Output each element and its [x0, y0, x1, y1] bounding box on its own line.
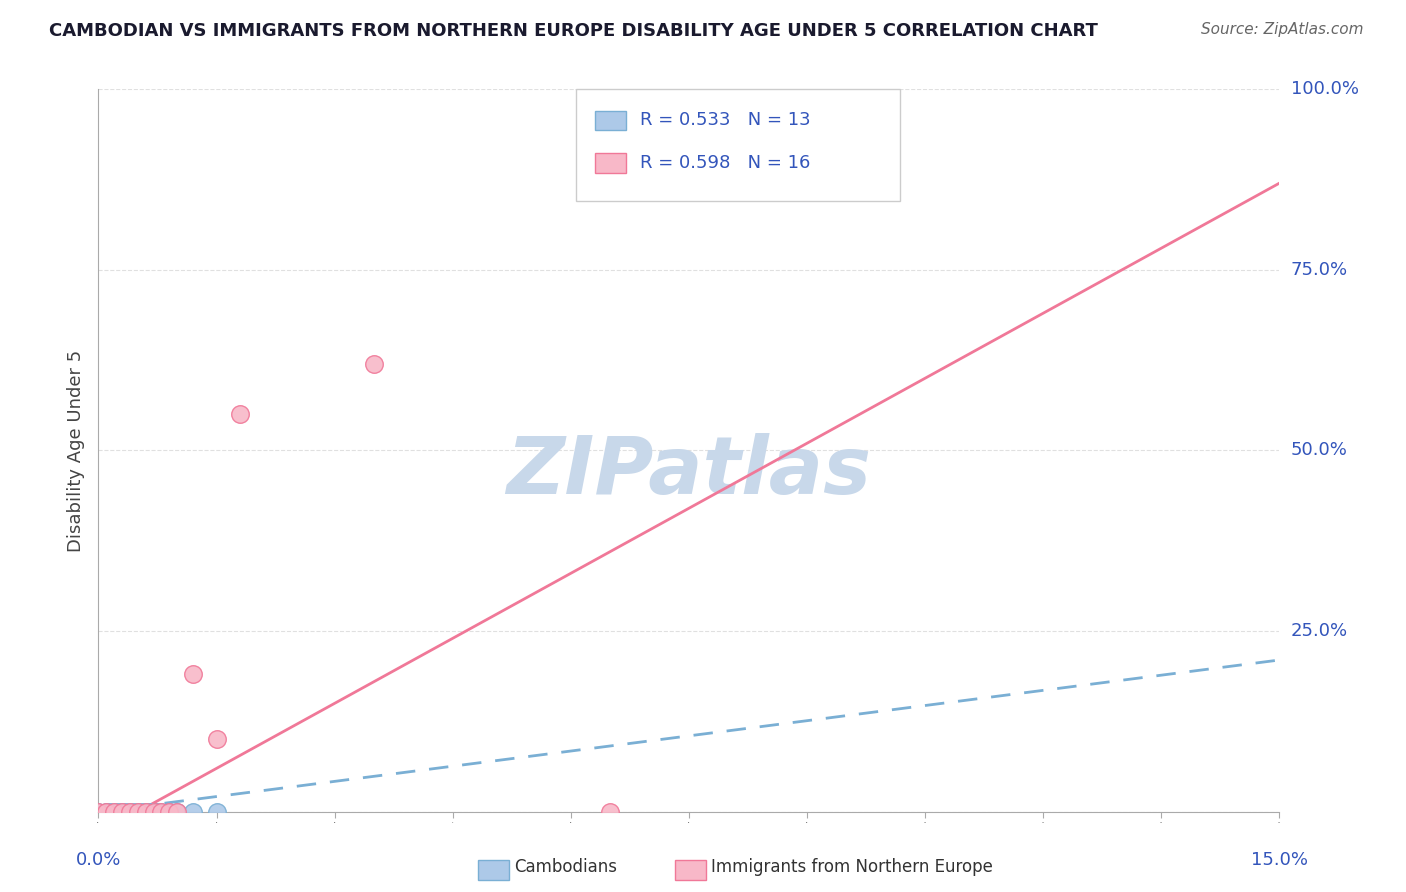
Point [87, 805, 110, 819]
Text: 100.0%: 100.0% [1291, 80, 1358, 98]
Point [111, 805, 134, 819]
Text: 15.0%: 15.0% [1251, 851, 1308, 869]
Point [150, 805, 173, 819]
Point [98, 805, 121, 819]
Point [96, 805, 118, 819]
Point [181, 667, 204, 681]
Point [157, 805, 180, 819]
Point [135, 805, 157, 819]
Point [127, 805, 149, 819]
Point [111, 805, 134, 819]
Text: Immigrants from Northern Europe: Immigrants from Northern Europe [711, 858, 993, 876]
Point [118, 805, 141, 819]
Text: CAMBODIAN VS IMMIGRANTS FROM NORTHERN EUROPE DISABILITY AGE UNDER 5 CORRELATION : CAMBODIAN VS IMMIGRANTS FROM NORTHERN EU… [49, 22, 1098, 40]
Text: Source: ZipAtlas.com: Source: ZipAtlas.com [1201, 22, 1364, 37]
Point [96, 805, 118, 819]
Text: 0.0%: 0.0% [76, 851, 121, 869]
Point [166, 805, 188, 819]
Point [142, 805, 165, 819]
Text: Cambodians: Cambodians [515, 858, 617, 876]
Point [599, 805, 621, 819]
Text: 25.0%: 25.0% [1291, 622, 1348, 640]
Point [181, 805, 204, 819]
Point [157, 805, 180, 819]
Point [146, 805, 169, 819]
Point [87, 805, 110, 819]
Point [205, 805, 228, 819]
Point [103, 805, 125, 819]
Text: R = 0.533   N = 13: R = 0.533 N = 13 [640, 112, 810, 129]
Point [122, 805, 145, 819]
Text: R = 0.598   N = 16: R = 0.598 N = 16 [640, 154, 810, 172]
Text: 75.0%: 75.0% [1291, 260, 1348, 279]
Point [118, 805, 141, 819]
Point [115, 805, 138, 819]
Point [131, 805, 153, 819]
Point [229, 407, 252, 421]
Point [103, 805, 125, 819]
Text: 50.0%: 50.0% [1291, 442, 1347, 459]
Y-axis label: Disability Age Under 5: Disability Age Under 5 [66, 350, 84, 551]
Point [135, 805, 157, 819]
Text: ZIPatlas: ZIPatlas [506, 434, 872, 511]
Point [142, 805, 165, 819]
Point [138, 805, 160, 819]
Point [205, 732, 228, 747]
Point [107, 805, 129, 819]
Point [127, 805, 149, 819]
Point [150, 805, 173, 819]
Point [166, 805, 188, 819]
Point [363, 357, 385, 371]
